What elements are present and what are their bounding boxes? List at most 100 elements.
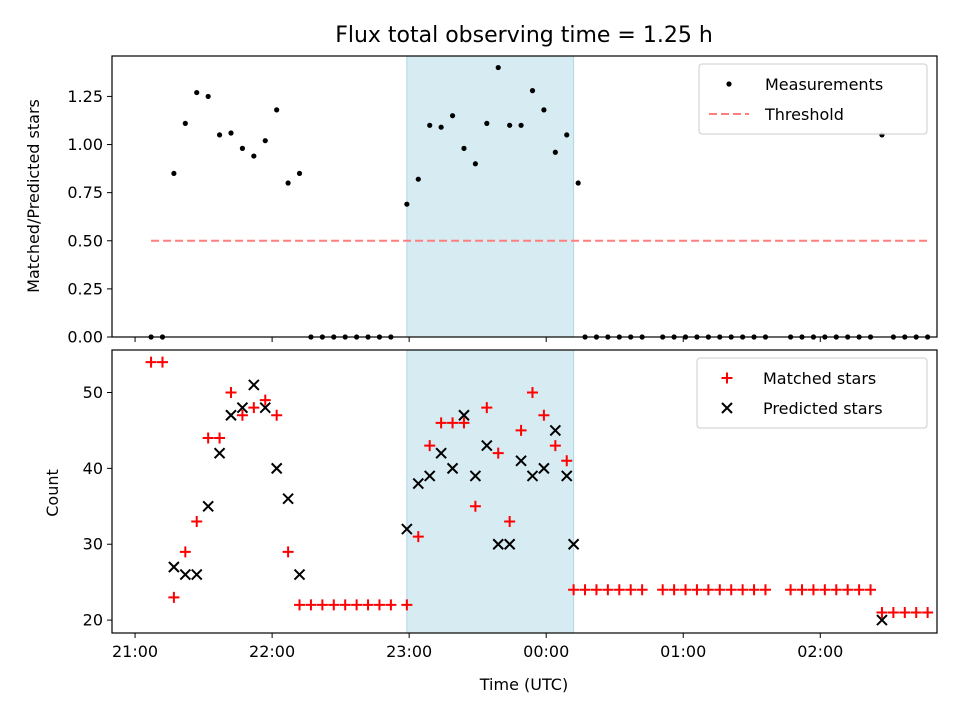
matched-star-marker	[179, 546, 191, 558]
predicted-star-marker	[282, 493, 294, 505]
matched-star-marker	[435, 417, 447, 429]
legend-label: Measurements	[765, 75, 883, 94]
measurement-point	[472, 161, 478, 167]
matched-star-marker	[316, 599, 328, 611]
measurement-point	[182, 120, 188, 126]
matched-star-marker	[590, 584, 602, 596]
legend-frame	[698, 63, 928, 135]
matched-star-marker	[725, 584, 737, 596]
predicted-star-marker	[503, 538, 516, 550]
predicted-star-marker	[549, 424, 562, 437]
matched-star-marker	[492, 447, 504, 459]
predicted-star-marker	[561, 470, 573, 482]
x-tick-label: 23:00	[386, 642, 432, 661]
shaded-region	[406, 349, 575, 634]
y-tick-label: 30	[83, 535, 103, 554]
matched-star-marker	[830, 584, 842, 596]
matched-star-marker	[202, 432, 214, 444]
measurement-point	[461, 145, 467, 151]
measurement-point	[541, 107, 547, 113]
predicted-star-marker	[567, 538, 580, 550]
predicted-star-marker	[435, 447, 447, 459]
matched-star-marker	[568, 584, 580, 596]
top-panel: 0.00 0.25 0.50 0.75 1.00 1.25 Measurements Thre…	[67, 55, 938, 347]
legend-label: Predicted stars	[763, 399, 883, 418]
matched-star-marker	[691, 584, 703, 596]
matched-star-marker	[785, 584, 797, 596]
matched-star-marker	[236, 409, 248, 421]
measurement-point	[251, 153, 257, 159]
matched-star-marker	[282, 546, 294, 558]
matched-star-marker	[549, 440, 561, 452]
matched-star-marker	[579, 584, 591, 596]
y-tick-label: 0.75	[67, 183, 103, 202]
predicted-star-marker	[492, 538, 504, 550]
matched-star-marker	[225, 386, 237, 398]
shaded-region	[406, 55, 575, 338]
matched-star-marker	[657, 584, 669, 596]
predicted-star-marker	[538, 462, 550, 475]
matched-star-marker	[328, 599, 340, 611]
matched-star-marker	[922, 607, 934, 619]
axes-frame	[111, 349, 938, 634]
matched-star-marker	[910, 607, 922, 619]
bottom-panel: 20 30 40 50 21:00 22:00 23:00 00:00 01:00 02:00 Ma…	[83, 349, 938, 661]
x-tick-label: 21:00	[112, 642, 158, 661]
matched-star-marker	[191, 515, 203, 527]
y-tick-label: 0.00	[67, 328, 103, 347]
measurement-point	[438, 124, 444, 130]
matched-star-marker	[865, 584, 877, 596]
measurement-point	[495, 64, 501, 71]
predicted-star-marker	[225, 409, 237, 421]
matched-star-marker	[538, 409, 550, 421]
matched-star-marker	[401, 599, 413, 611]
measurement-point	[285, 180, 291, 186]
matched-star-marker	[351, 599, 363, 611]
measurement-point	[296, 170, 303, 177]
matched-star-marker	[504, 515, 516, 527]
y-tick-label: 50	[83, 383, 103, 402]
matched-star-marker	[515, 424, 527, 436]
predicted-star-marker	[515, 455, 527, 467]
matched-star-marker	[168, 591, 180, 603]
matched-star-marker	[561, 455, 573, 467]
predicted-star-marker	[236, 401, 249, 414]
matched-star-marker	[145, 356, 157, 368]
predicted-star-marker	[293, 568, 306, 581]
x-axis-label: Time (UTC)	[479, 675, 568, 694]
matched-star-marker	[481, 402, 493, 414]
predicted-star-marker	[259, 401, 271, 414]
predicted-star-marker	[412, 477, 424, 490]
y-tick-label: 40	[83, 459, 103, 478]
predicted-star-marker	[191, 568, 203, 581]
chart-title: Flux total observing time = 1.25 h	[335, 23, 713, 48]
y-tick-label: 0.50	[67, 231, 103, 250]
matched-star-marker	[248, 402, 260, 414]
measurement-point	[239, 145, 246, 151]
predicted-star-marker	[401, 523, 413, 535]
matched-star-marker	[602, 584, 614, 596]
predicted-star-marker	[248, 379, 260, 391]
measurement-point	[262, 138, 268, 144]
matched-star-marker	[373, 599, 385, 611]
matched-star-marker	[214, 432, 226, 444]
y-tick-label: 1.25	[67, 87, 103, 106]
matched-star-marker	[668, 584, 680, 596]
measurement-point	[194, 89, 200, 96]
predicted-star-marker	[270, 462, 283, 475]
predicted-star-marker	[446, 462, 459, 475]
matched-star-marker	[748, 584, 760, 596]
legend-frame	[696, 357, 928, 429]
x-tick-label: 02:00	[797, 642, 843, 661]
matched-star-marker	[899, 607, 911, 619]
matched-star-marker	[714, 584, 726, 596]
bottom-y-axis-label: Count	[43, 469, 62, 517]
predicted-star-marker	[424, 470, 436, 482]
matched-star-marker	[613, 584, 625, 596]
legend-label: Matched stars	[763, 369, 876, 388]
predicted-star-marker	[168, 561, 180, 573]
matched-star-marker	[680, 584, 692, 596]
legend-marker-matched	[721, 372, 733, 384]
matched-star-marker	[625, 584, 637, 596]
